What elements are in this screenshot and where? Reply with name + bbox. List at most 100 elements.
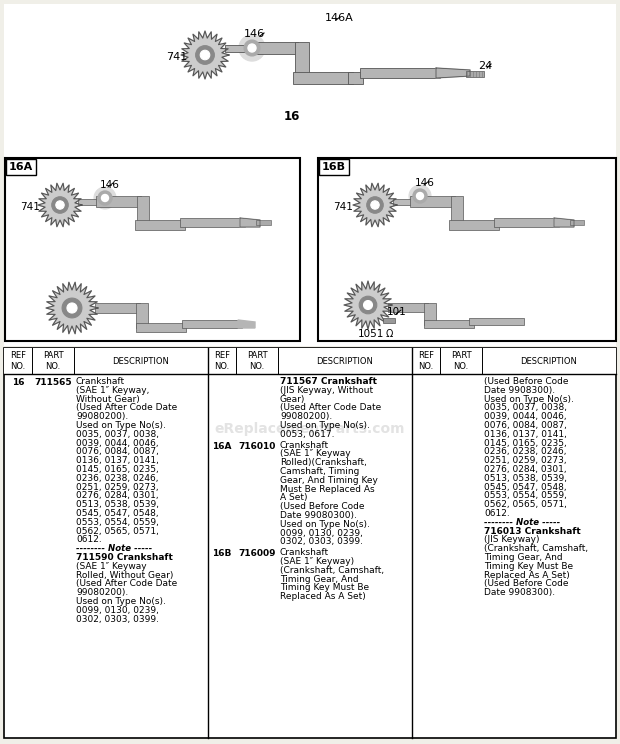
Text: 0035, 0037, 0038,: 0035, 0037, 0038, — [76, 430, 159, 439]
Bar — [248, 42, 298, 54]
Bar — [388, 303, 428, 312]
Text: Crankshaft: Crankshaft — [280, 440, 329, 449]
Circle shape — [98, 191, 112, 205]
Polygon shape — [344, 281, 392, 329]
Text: 0099, 0130, 0239,: 0099, 0130, 0239, — [280, 528, 363, 538]
Text: 0562, 0565, 0571,: 0562, 0565, 0571, — [484, 500, 567, 509]
Polygon shape — [46, 282, 98, 334]
Circle shape — [102, 194, 108, 202]
Polygon shape — [38, 183, 82, 227]
Text: 0513, 0538, 0539,: 0513, 0538, 0539, — [484, 474, 567, 483]
Bar — [136, 303, 148, 328]
Text: 0545, 0547, 0548,: 0545, 0547, 0548, — [484, 483, 567, 492]
Text: PART
NO.: PART NO. — [247, 351, 267, 371]
Text: (Used After Code Date: (Used After Code Date — [280, 403, 381, 412]
Text: 16: 16 — [284, 110, 300, 123]
Text: Timing Gear, And: Timing Gear, And — [280, 574, 358, 583]
Text: A Set): A Set) — [280, 493, 308, 502]
Text: 146A: 146A — [325, 13, 354, 23]
Text: Date 9908300).: Date 9908300). — [484, 386, 555, 395]
Text: DESCRIPTION: DESCRIPTION — [317, 356, 373, 365]
Circle shape — [367, 196, 383, 214]
Text: Without Gear): Without Gear) — [76, 394, 140, 403]
Bar — [180, 218, 245, 227]
Text: 0236, 0238, 0246,: 0236, 0238, 0246, — [76, 474, 159, 483]
Text: 146: 146 — [100, 180, 120, 190]
Text: -------- Note -----: -------- Note ----- — [76, 544, 153, 554]
Bar — [136, 323, 186, 332]
Circle shape — [239, 35, 265, 61]
Bar — [4, 348, 616, 738]
Text: Replaced As A Set): Replaced As A Set) — [484, 571, 570, 580]
Text: 0612.: 0612. — [76, 536, 102, 545]
Text: (Used Before Code: (Used Before Code — [280, 502, 365, 511]
Text: Crankshaft: Crankshaft — [280, 548, 329, 557]
Text: 16B: 16B — [322, 162, 346, 172]
Text: 741: 741 — [166, 52, 187, 62]
Bar — [4, 348, 616, 374]
Bar — [6, 159, 36, 175]
Text: 0035, 0037, 0038,: 0035, 0037, 0038, — [484, 403, 567, 412]
Bar — [137, 196, 149, 226]
Text: Used on Type No(s).: Used on Type No(s). — [484, 394, 574, 403]
Text: (SAE 1″ Keyway: (SAE 1″ Keyway — [76, 562, 146, 571]
Text: 146: 146 — [244, 29, 265, 39]
Text: 0553, 0554, 0559,: 0553, 0554, 0559, — [484, 491, 567, 501]
Text: 716009: 716009 — [238, 549, 276, 558]
Text: 0251, 0259, 0273,: 0251, 0259, 0273, — [76, 483, 159, 492]
Bar — [5, 158, 300, 341]
Circle shape — [94, 187, 116, 209]
Bar — [449, 220, 499, 230]
Text: Used on Type No(s).: Used on Type No(s). — [76, 421, 166, 430]
Circle shape — [417, 193, 423, 199]
Circle shape — [244, 40, 260, 56]
Text: 99080200).: 99080200). — [76, 412, 128, 421]
Text: REF
NO.: REF NO. — [10, 351, 26, 371]
Text: (Used After Code Date: (Used After Code Date — [76, 403, 177, 412]
Bar — [225, 45, 250, 52]
Bar — [319, 159, 349, 175]
Bar — [78, 199, 98, 205]
Text: (JIS Keyway, Without: (JIS Keyway, Without — [280, 386, 373, 395]
Circle shape — [196, 45, 215, 64]
Text: 0099, 0130, 0239,: 0099, 0130, 0239, — [76, 606, 159, 615]
Bar — [318, 158, 616, 341]
Text: 0302, 0303, 0399.: 0302, 0303, 0399. — [280, 537, 363, 546]
Circle shape — [413, 189, 427, 203]
Text: 0562, 0565, 0571,: 0562, 0565, 0571, — [76, 527, 159, 536]
Bar — [393, 199, 413, 205]
Text: 741: 741 — [333, 202, 353, 212]
Text: Used on Type No(s).: Used on Type No(s). — [76, 597, 166, 606]
Text: Used on Type No(s).: Used on Type No(s). — [280, 421, 370, 430]
Text: (Crankshaft, Camshaft,: (Crankshaft, Camshaft, — [484, 544, 588, 554]
Text: Timing Key Must Be: Timing Key Must Be — [484, 562, 573, 571]
Text: 99080200).: 99080200). — [76, 589, 128, 597]
Bar — [451, 196, 463, 226]
Text: (Used Before Code: (Used Before Code — [484, 580, 569, 589]
Text: Gear): Gear) — [280, 394, 306, 403]
Text: REF
NO.: REF NO. — [214, 351, 230, 371]
Bar — [469, 318, 524, 325]
Text: 0145, 0165, 0235,: 0145, 0165, 0235, — [76, 465, 159, 474]
Text: Crankshaft: Crankshaft — [76, 377, 125, 386]
Bar — [293, 72, 353, 84]
Text: Used on Type No(s).: Used on Type No(s). — [280, 520, 370, 529]
Circle shape — [371, 201, 379, 209]
Polygon shape — [181, 31, 229, 79]
Polygon shape — [554, 218, 574, 227]
Text: 711567 Crankshaft: 711567 Crankshaft — [280, 377, 377, 386]
Text: DESCRIPTION: DESCRIPTION — [521, 356, 577, 365]
Text: (JIS Keyway): (JIS Keyway) — [484, 536, 539, 545]
Text: 16A: 16A — [9, 162, 33, 172]
Text: 0236, 0238, 0246,: 0236, 0238, 0246, — [484, 447, 567, 456]
Text: 716013 Crankshaft: 716013 Crankshaft — [484, 527, 581, 536]
Text: 716010: 716010 — [238, 442, 276, 451]
Text: (SAE 1″ Keyway,: (SAE 1″ Keyway, — [76, 386, 149, 395]
Circle shape — [248, 44, 256, 52]
Text: 16: 16 — [12, 378, 24, 387]
Circle shape — [200, 51, 210, 60]
Circle shape — [51, 196, 68, 214]
Bar — [182, 320, 242, 328]
Text: 711565: 711565 — [34, 378, 72, 387]
Text: Rolled)(Crankshaft,: Rolled)(Crankshaft, — [280, 458, 367, 467]
